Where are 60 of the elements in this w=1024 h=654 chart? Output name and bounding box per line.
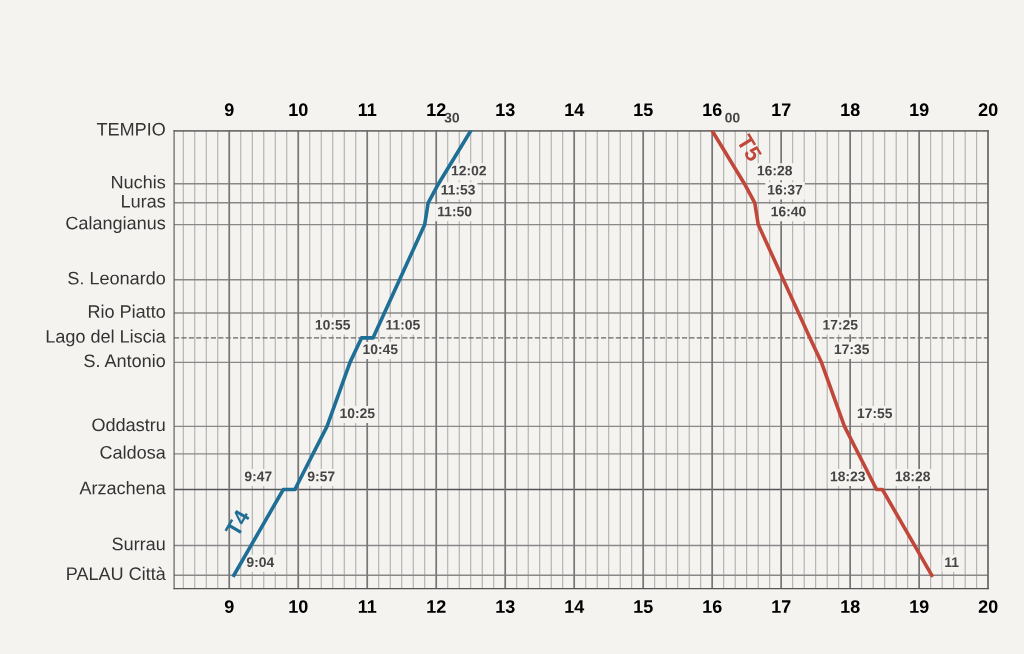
x2-tick-label: 16	[703, 103, 722, 117]
ref-line-label: TEMPIO	[96, 122, 165, 136]
ref-line-label: Caldosa	[100, 445, 166, 459]
x-tick-label: 10	[289, 600, 308, 613]
x2-tick-label: 12	[427, 103, 446, 116]
annotation: 12:02	[451, 165, 486, 176]
annotation: 17:35	[834, 344, 870, 355]
annotation: 16:40	[771, 206, 806, 217]
x-tick-label: 20	[978, 600, 998, 613]
annotation: 18:28	[895, 471, 930, 482]
annotation: 10:45	[363, 344, 398, 355]
x-tick-label: 9	[224, 600, 234, 613]
annotation: 9:47	[244, 471, 272, 482]
annotation: 11:05	[386, 319, 420, 330]
text: T4	[224, 508, 251, 538]
ref-line-label: PALAU Città	[67, 566, 166, 581]
ref-line-label: Lago del Liscia	[46, 329, 166, 347]
annotation: 10:55	[315, 319, 351, 330]
annotation: 00	[725, 112, 740, 123]
ref-line-label: Nuchis	[112, 175, 166, 189]
ref-line-label: S. Antonio	[84, 353, 165, 368]
x2-tick-label: 10	[289, 103, 308, 117]
annotation: 17:25	[823, 319, 858, 330]
x-tick-label: 14	[565, 600, 585, 613]
ref-line-label: Luras	[122, 195, 166, 208]
x-tick-label: 12	[427, 600, 446, 613]
annotation: 18:23	[830, 471, 865, 482]
x-tick-label: 16	[703, 600, 722, 613]
x2-tick-label: 14	[565, 103, 585, 116]
x2-tick-label: 17	[772, 103, 791, 116]
x-tick-label: 17	[772, 600, 791, 613]
ref-line-label: Rio Piatto	[88, 304, 165, 318]
annotation: 11:53	[441, 184, 475, 195]
ref-line-label: S. Leonardo	[68, 271, 165, 285]
x-tick-label: 19	[910, 600, 929, 613]
ref-line-label: Arzachena	[79, 481, 166, 495]
x2-tick-label: 20	[978, 103, 998, 117]
ref-line-label: Surrau	[112, 537, 165, 551]
x2-tick-label: 13	[496, 103, 515, 117]
annotation: 11:50	[438, 206, 472, 217]
annotation: 17:55	[857, 408, 893, 419]
annotation: 16:28	[757, 165, 793, 176]
x-tick-label: 11	[358, 600, 377, 613]
annotation: 16:37	[768, 184, 803, 195]
x-tick-label: 15	[634, 600, 653, 613]
x-tick-label: 13	[496, 600, 515, 613]
x2-tick-label: 11	[358, 103, 377, 116]
annotation: 30	[444, 112, 460, 123]
annotation: 10:25	[340, 408, 375, 419]
annotation: 9:57	[307, 471, 335, 482]
annotation: 11	[945, 557, 959, 567]
x2-tick-label: 15	[634, 103, 653, 117]
annotation: 9:04	[246, 557, 275, 568]
text: T5	[736, 133, 763, 163]
x2-tick-label: 18	[841, 103, 860, 117]
ref-line-label: Oddastru	[92, 417, 165, 432]
x2-tick-label: 9	[224, 103, 234, 117]
x2-tick-label: 19	[910, 103, 929, 117]
x-tick-label: 18	[841, 600, 860, 613]
ref-line-label: Calangianus	[66, 216, 166, 233]
